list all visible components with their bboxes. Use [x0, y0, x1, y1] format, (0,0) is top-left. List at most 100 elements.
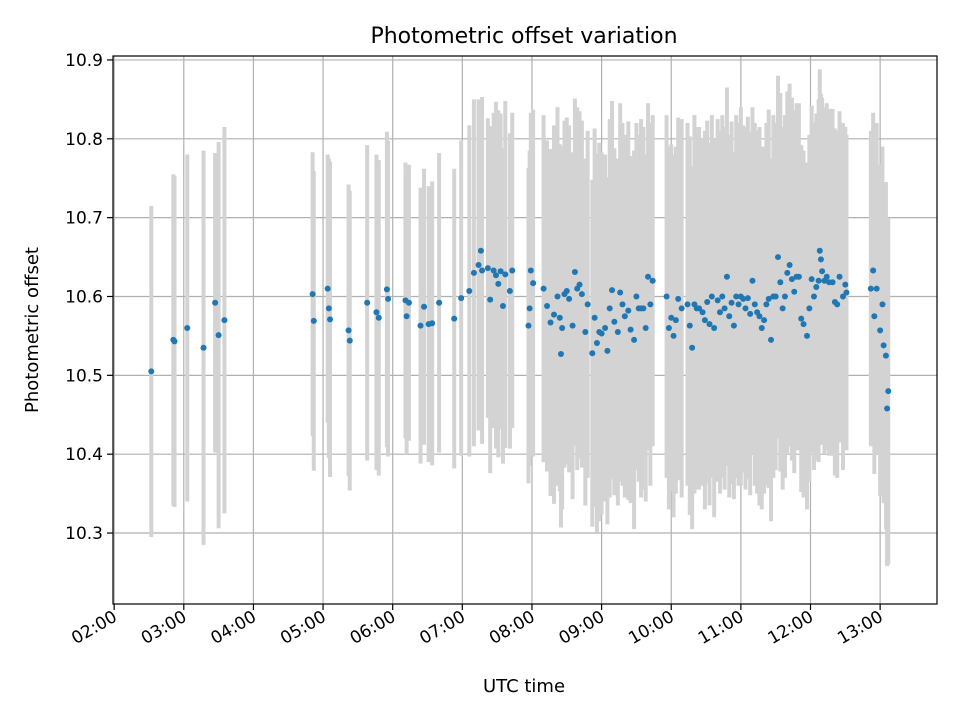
data-point [490, 267, 497, 274]
data-point [506, 287, 513, 294]
data-point [609, 287, 616, 294]
data-point [606, 305, 613, 312]
y-tick-label: 10.7 [65, 209, 103, 229]
data-point [184, 325, 191, 332]
data-point [686, 322, 693, 329]
data-point [719, 293, 726, 300]
data-point [614, 328, 621, 335]
data-point [775, 254, 782, 261]
data-point [813, 284, 820, 291]
data-point [742, 305, 749, 312]
data-point [716, 309, 723, 316]
data-point [604, 347, 611, 354]
data-point [765, 295, 772, 302]
data-point [795, 273, 802, 280]
data-point [740, 295, 747, 302]
chart-title: Photometric offset variation [370, 24, 677, 49]
data-point [458, 295, 465, 302]
y-tick-label: 10.8 [65, 130, 103, 150]
data-point [215, 332, 222, 339]
data-point [436, 299, 443, 306]
data-point [509, 267, 516, 274]
data-point [475, 261, 482, 268]
data-point [621, 313, 628, 320]
data-point [492, 272, 499, 279]
data-point [631, 336, 638, 343]
data-point [834, 301, 841, 308]
y-tick-label: 10.9 [65, 51, 103, 71]
data-point [403, 313, 410, 320]
y-tick-label: 10.6 [65, 287, 103, 307]
data-point [633, 293, 640, 300]
data-point [566, 295, 573, 302]
data-point [786, 261, 793, 268]
data-point [880, 342, 887, 349]
data-point [495, 280, 502, 287]
data-point [761, 317, 768, 324]
data-point [817, 256, 824, 263]
data-point [815, 277, 822, 284]
x-axis-label: UTC time [483, 676, 565, 697]
data-point [375, 314, 382, 321]
data-point [364, 299, 371, 306]
data-point [470, 269, 477, 276]
data-point [309, 291, 316, 298]
data-point [843, 289, 850, 296]
data-point [619, 301, 626, 308]
data-point [405, 299, 412, 306]
data-point [804, 332, 811, 339]
data-point [647, 301, 654, 308]
data-point [665, 325, 672, 332]
data-point [744, 295, 751, 302]
y-tick-label: 10.5 [65, 366, 103, 386]
data-point [557, 351, 564, 358]
data-point [842, 281, 849, 288]
data-point [642, 325, 649, 332]
data-point [836, 273, 843, 280]
data-point [346, 337, 353, 344]
data-point [701, 317, 708, 324]
data-point [556, 314, 563, 321]
data-point [772, 293, 779, 300]
data-point [670, 332, 677, 339]
data-point [730, 322, 737, 329]
data-point [696, 305, 703, 312]
data-point [417, 322, 424, 329]
data-point [781, 293, 788, 300]
data-point [806, 305, 813, 312]
data-point [728, 299, 735, 306]
data-point [882, 352, 889, 359]
data-point [591, 314, 598, 321]
data-point [810, 293, 817, 300]
data-point [675, 295, 682, 302]
data-point [678, 305, 685, 312]
data-point [569, 322, 576, 329]
data-point [708, 293, 715, 300]
data-point [578, 291, 585, 298]
data-point [879, 301, 886, 308]
data-point [345, 327, 352, 334]
data-point [808, 276, 815, 283]
data-point [527, 267, 534, 274]
data-point [589, 350, 596, 357]
data-point [383, 286, 390, 293]
data-point [699, 309, 706, 316]
data-point [823, 273, 830, 280]
data-point [758, 325, 765, 332]
data-point [327, 316, 334, 323]
data-point [672, 317, 679, 324]
data-point [777, 279, 784, 286]
data-point [779, 305, 786, 312]
data-point [684, 301, 691, 308]
data-point [484, 265, 491, 272]
data-point [598, 330, 605, 337]
data-point [870, 267, 877, 274]
data-point [819, 268, 826, 275]
data-point [704, 299, 711, 306]
data-point [310, 317, 317, 324]
data-point [751, 301, 758, 308]
data-point [625, 307, 632, 314]
data-point [325, 305, 332, 312]
data-point [733, 293, 740, 300]
data-point [571, 269, 578, 276]
